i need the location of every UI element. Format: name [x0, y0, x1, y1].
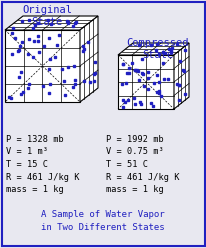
Text: Original
State: Original State — [22, 5, 72, 27]
Polygon shape — [117, 55, 173, 109]
Text: Compressed
State: Compressed State — [126, 38, 188, 61]
Polygon shape — [80, 16, 97, 102]
Polygon shape — [117, 43, 188, 55]
Polygon shape — [5, 16, 97, 30]
Polygon shape — [5, 30, 80, 102]
Text: P = 1992 mb
V = 0.75 m³
T = 51 C
R = 461 J/kg K
mass = 1 kg: P = 1992 mb V = 0.75 m³ T = 51 C R = 461… — [105, 135, 179, 194]
Text: A Sample of Water Vapor
in Two Different States: A Sample of Water Vapor in Two Different… — [41, 210, 164, 231]
Polygon shape — [173, 43, 188, 109]
Text: P = 1328 mb
V = 1 m³
T = 15 C
R = 461 J/kg K
mass = 1 kg: P = 1328 mb V = 1 m³ T = 15 C R = 461 J/… — [6, 135, 79, 194]
